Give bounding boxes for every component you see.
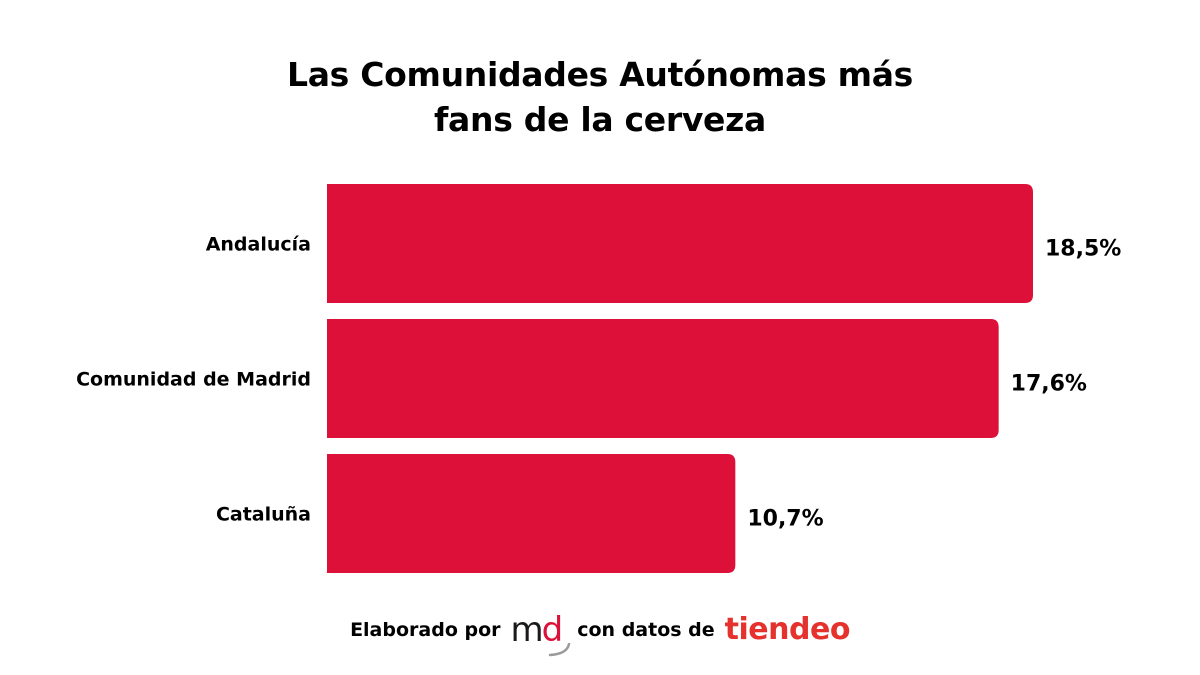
chart-title-line-1: Las Comunidades Autónomas más	[286, 55, 914, 94]
category-label-2: Cataluña	[216, 504, 311, 526]
value-label-0: 18,5%	[1045, 237, 1121, 262]
chart-title-line-2: fans de la cerveza	[434, 100, 766, 139]
md-logo-d: d	[541, 610, 564, 650]
bar-0	[327, 184, 1033, 303]
md-logo-m: m	[510, 610, 544, 650]
chart-title: Las Comunidades Autónomas más fans de la…	[200, 52, 1000, 142]
bar-1	[327, 319, 999, 438]
bar-chart: Andalucía 18,5% Comunidad de Madrid 17,6% Ca…	[76, 184, 1121, 573]
source-footer: Elaborado por md con datos de tiendeo	[0, 600, 1200, 660]
value-label-2: 10,7%	[747, 507, 823, 532]
value-label-1: 17,6%	[1011, 372, 1087, 397]
md-logo: md	[510, 610, 571, 657]
md-logo-swoosh-icon	[548, 643, 571, 657]
footer-prefix: Elaborado por	[350, 619, 501, 641]
tiendeo-logo: tiendeo	[724, 612, 851, 647]
bar-2	[327, 454, 736, 573]
footer-middle: con datos de	[577, 619, 715, 641]
category-label-1: Comunidad de Madrid	[76, 369, 311, 391]
category-label-0: Andalucía	[206, 234, 311, 256]
